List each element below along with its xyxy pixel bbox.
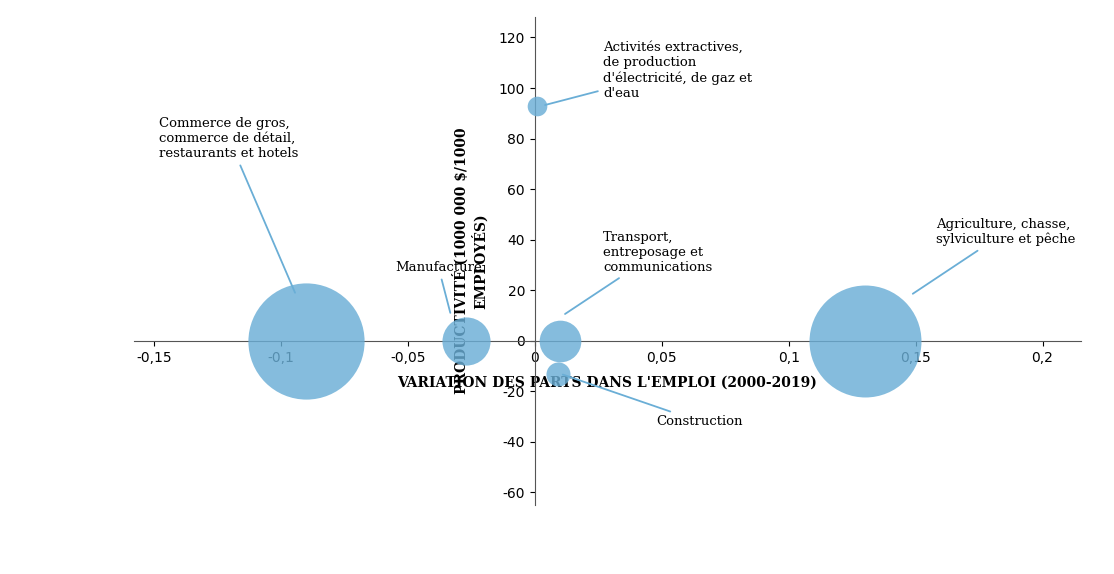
Text: Commerce de gros,
commerce de détail,
restaurants et hotels: Commerce de gros, commerce de détail, re… (159, 117, 299, 293)
Y-axis label: PRODUCTIVITÉ (1000 000 $/1000
EMPLOYÉS): PRODUCTIVITÉ (1000 000 $/1000 EMPLOYÉS) (452, 128, 488, 394)
Point (551, 336, 569, 346)
Text: Agriculture, chasse,
sylviculture et pêche: Agriculture, chasse, sylviculture et pêc… (912, 218, 1075, 294)
Point (856, 336, 873, 346)
Text: Construction: Construction (563, 375, 743, 428)
Point (549, 369, 567, 378)
Point (458, 336, 476, 346)
Text: Activités extractives,
de production
d'électricité, de gaz et
d'eau: Activités extractives, de production d'é… (545, 41, 752, 105)
Point (528, 101, 546, 110)
Point (297, 336, 315, 346)
X-axis label: VARIATION DES PARTS DANS L'EMPLOI (2000-2019): VARIATION DES PARTS DANS L'EMPLOI (2000-… (398, 375, 817, 390)
Text: Transport,
entreposage et
communications: Transport, entreposage et communications (565, 231, 713, 314)
Text: Manufacture: Manufacture (395, 261, 482, 313)
